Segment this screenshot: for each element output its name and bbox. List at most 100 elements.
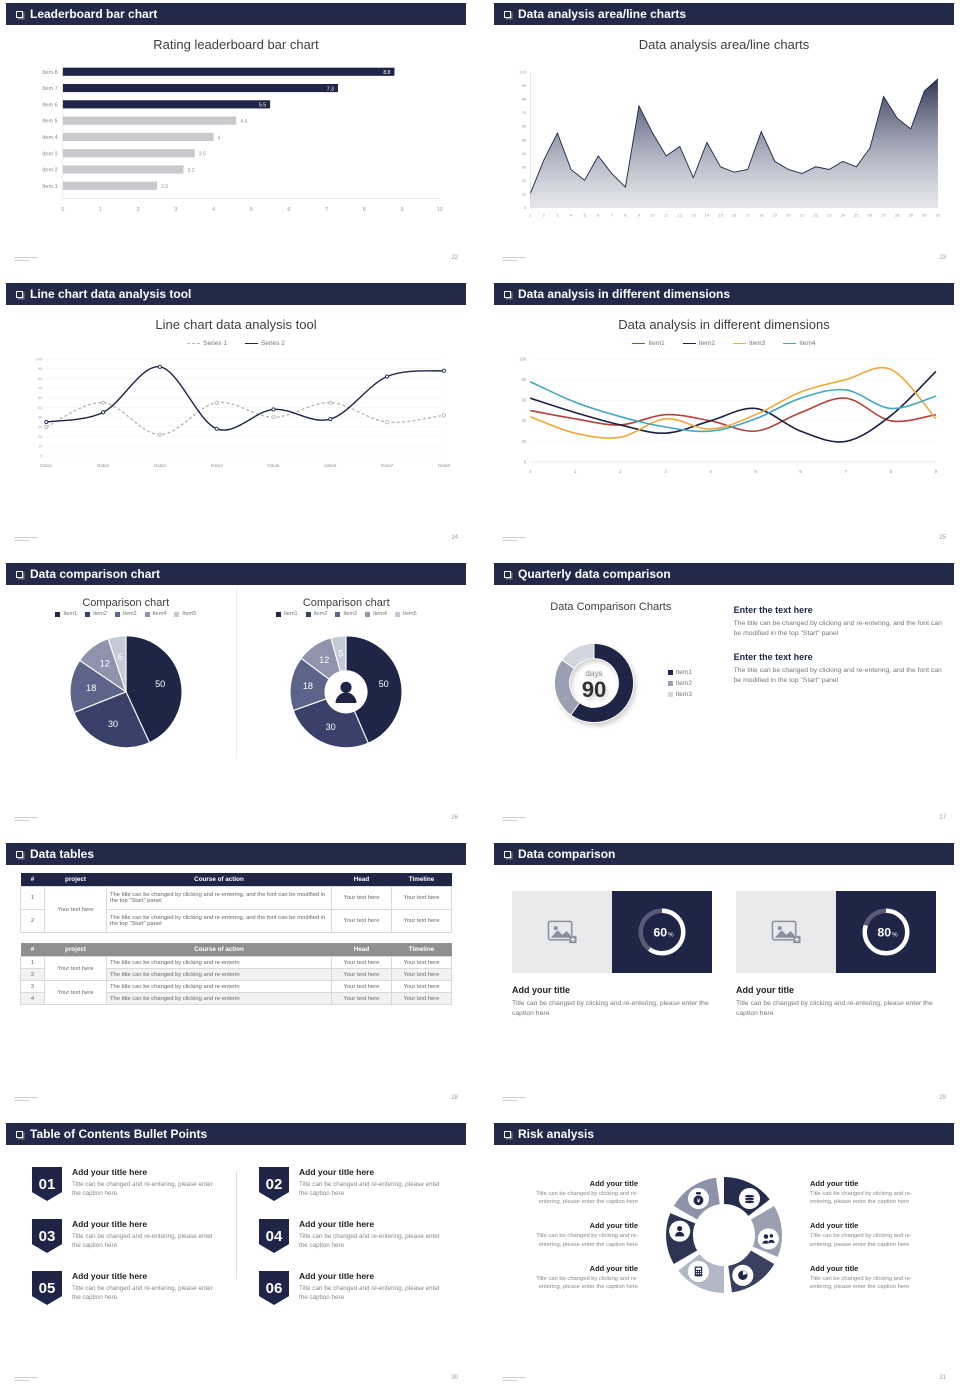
slide-line-chart-tool[interactable]: Line chart data analysis tool Line chart…: [6, 283, 466, 545]
svg-text:12: 12: [677, 212, 682, 217]
slide-header: Leaderboard bar chart: [6, 3, 466, 25]
svg-text:90: 90: [522, 83, 527, 88]
footer-mark: [502, 1375, 526, 1381]
svg-text:7: 7: [611, 212, 614, 217]
page-number: 25: [939, 535, 946, 541]
svg-text:50: 50: [379, 679, 389, 689]
comparison-panel: 80% Add your title Title can be changed …: [736, 891, 936, 1019]
svg-text:Item 1: Item 1: [42, 184, 58, 190]
bullet-square-icon: [504, 290, 511, 298]
svg-text:5: 5: [338, 648, 343, 658]
svg-text:0: 0: [61, 207, 64, 213]
svg-text:80: 80: [522, 377, 527, 382]
toc-item-title: Add your title here: [72, 1219, 148, 1229]
slide-header: Data analysis in different dimensions: [494, 283, 954, 305]
toc-item-caption: Title can be changed and re-entering, pl…: [299, 1285, 440, 1302]
risk-text-block: Add your title Title can be changed by cl…: [516, 1179, 638, 1206]
progress-ring-80: 80%: [862, 908, 910, 956]
svg-text:40: 40: [522, 418, 527, 423]
slide-header: Risk analysis: [494, 1123, 954, 1145]
svg-text:11: 11: [664, 212, 669, 217]
pie-chart-panel: Comparison chart Item1 Item2 Item3 Item4 Ite…: [16, 587, 236, 759]
table-row: 2 The title can be changed by clicking a…: [20, 968, 452, 981]
risk-wheel-diagram: ¥: [666, 1177, 782, 1293]
svg-text:8: 8: [890, 469, 893, 474]
slide-dimensions-line-chart[interactable]: Data analysis in different dimensions Da…: [494, 283, 954, 545]
block-body: The title can be changed by clicking and…: [733, 620, 942, 637]
svg-text:18: 18: [86, 683, 96, 693]
svg-text:6: 6: [799, 469, 802, 474]
table-row: 2 The title can be changed by clicking a…: [20, 909, 452, 933]
page-number: 29: [939, 1095, 946, 1101]
svg-text:4: 4: [212, 207, 215, 213]
text-block: Enter the text here The title can be cha…: [734, 605, 946, 639]
risk-text-block: Add your title Title can be changed by cl…: [810, 1221, 932, 1248]
svg-text:18: 18: [303, 681, 313, 691]
legend-item: Item2: [305, 611, 327, 617]
chart-legend: Item1 Item2 Item3 Item4: [504, 340, 944, 347]
bullet-square-icon: [16, 290, 23, 298]
slide-header-title: Data tables: [30, 847, 95, 861]
block-caption: Title can be changed by clicking and re-…: [810, 1275, 912, 1290]
svg-text:Data1: Data1: [40, 463, 53, 468]
slide-area-line-chart[interactable]: Data analysis area/line charts Data anal…: [494, 3, 954, 265]
panel-caption: Title can be changed by clicking and re-…: [736, 1000, 933, 1018]
slide-data-comparison-pies[interactable]: Data comparison chart Comparison chart I…: [6, 563, 466, 825]
svg-text:3: 3: [664, 469, 667, 474]
legend-item: Item3: [733, 340, 765, 347]
legend-item: Item1: [275, 611, 298, 617]
chart-title: Comparison chart: [302, 597, 390, 609]
slide-leaderboard-bar-chart[interactable]: Leaderboard bar chart Rating leaderboard…: [6, 3, 466, 265]
svg-text:5: 5: [754, 469, 757, 474]
users-icon: [757, 1228, 779, 1250]
svg-text:100: 100: [36, 357, 42, 361]
slide-quarterly-comparison[interactable]: Quarterly data comparison Data Compariso…: [494, 563, 954, 825]
block-caption: Title can be changed by clicking and re-…: [536, 1275, 638, 1290]
page-number: 27: [939, 815, 946, 821]
toc-number-badge: 05: [32, 1271, 62, 1305]
svg-text:18: 18: [759, 212, 764, 217]
legend-item: Item2: [682, 340, 715, 347]
svg-text:80: 80: [522, 97, 527, 102]
svg-text:days: days: [585, 669, 602, 678]
data-table-1: # project Course of action Head Timeline…: [20, 873, 452, 933]
svg-text:40: 40: [38, 416, 42, 420]
legend-item: Series 1: [187, 340, 227, 347]
legend-item: Item4: [365, 611, 387, 617]
footer-mark: [502, 255, 526, 261]
slide-data-tables[interactable]: Data tables # project Course of action H…: [6, 843, 466, 1105]
slide-risk-analysis[interactable]: Risk analysis Add your title Title can be…: [494, 1123, 954, 1385]
page-number: 22: [451, 255, 458, 261]
image-placeholder-icon: [547, 920, 577, 944]
slide-data-comparison-progress[interactable]: Data comparison 60%: [494, 843, 954, 1105]
svg-text:4: 4: [570, 212, 573, 217]
toc-number-badge: 03: [32, 1219, 62, 1253]
toc-item-caption: Title can be changed and re-entering, pl…: [72, 1181, 213, 1198]
svg-text:10: 10: [650, 212, 655, 217]
svg-text:40: 40: [522, 151, 527, 156]
svg-text:Item 7: Item 7: [42, 86, 58, 92]
svg-text:30: 30: [108, 719, 118, 729]
toc-number-badge: 01: [32, 1167, 62, 1201]
bullet-square-icon: [16, 850, 23, 858]
svg-text:Data5: Data5: [267, 463, 280, 468]
block-caption: Title can be changed by clicking and re-…: [810, 1233, 912, 1248]
svg-text:0: 0: [40, 454, 42, 458]
panel-title: Add your title: [736, 985, 794, 995]
svg-text:17: 17: [745, 212, 750, 217]
block-body: The title can be changed by clicking and…: [733, 666, 942, 684]
legend-item: Item4: [144, 611, 166, 617]
legend-item: Item1: [55, 611, 77, 617]
svg-text:10: 10: [522, 191, 527, 196]
svg-text:8: 8: [624, 212, 627, 217]
svg-text:30: 30: [922, 212, 927, 217]
comparison-panel: 60% Add your title Title can be changed …: [512, 891, 712, 1019]
legend-item: Item3: [335, 611, 357, 617]
svg-text:6: 6: [597, 212, 600, 217]
svg-text:3.2: 3.2: [188, 168, 195, 174]
data-table-2: # project Course of action Head Timeline…: [20, 943, 452, 1005]
slide-table-of-contents[interactable]: Table of Contents Bullet Points 01 Add yo…: [6, 1123, 466, 1385]
block-title: Add your title: [589, 1179, 638, 1189]
